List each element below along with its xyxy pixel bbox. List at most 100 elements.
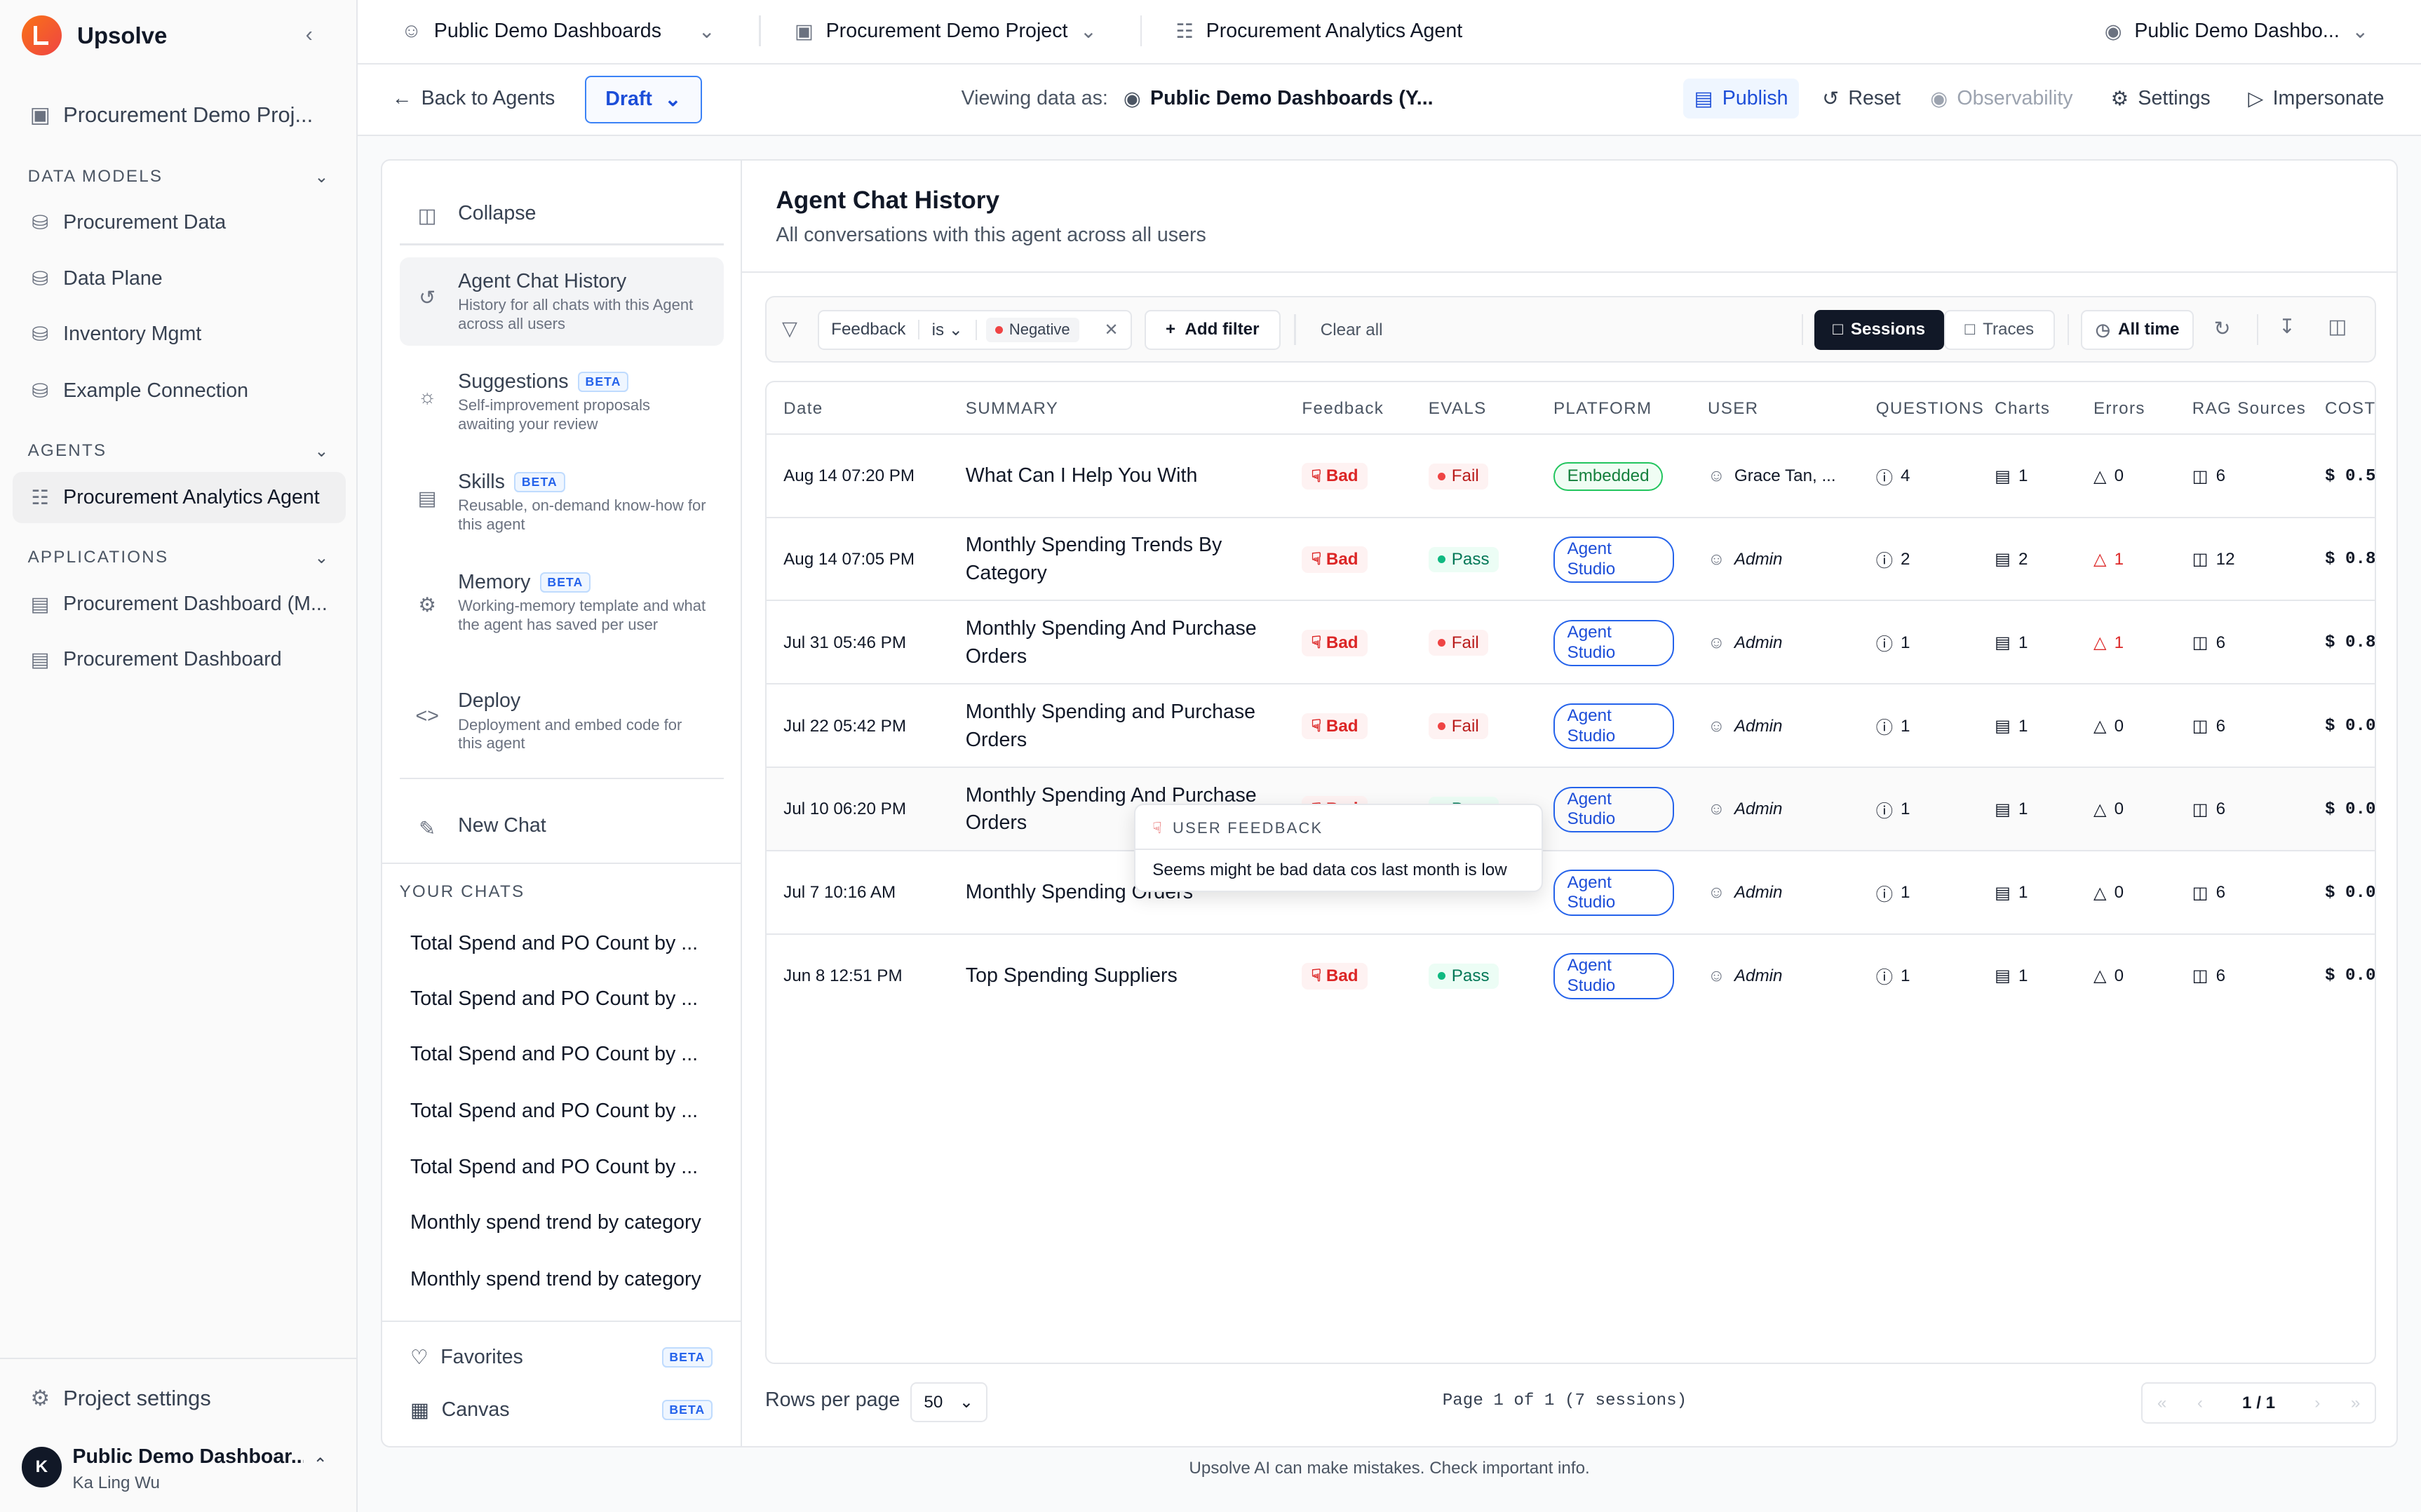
nav-item-agent-chat-history[interactable]: ↺ Agent Chat History History for all chats…	[399, 257, 724, 346]
project-settings[interactable]: ⚙ Project settings	[13, 1373, 346, 1424]
agent-breadcrumb[interactable]: ☷ Procurement Analytics Agent	[1175, 0, 1462, 62]
chat-item[interactable]: Monthly spend trend by category	[410, 1210, 701, 1234]
chat-item[interactable]: Total Spend and PO Count by ...	[410, 987, 699, 1010]
impersonate-button[interactable]: ▷ Impersonate	[2248, 65, 2384, 133]
bot-icon: ☷	[31, 486, 49, 509]
column-header-date[interactable]: Date	[783, 399, 823, 419]
table-row[interactable]: Aug 14 07:05 PM Monthly Spending Trends B…	[766, 516, 2375, 600]
eval-badge: Pass	[1428, 546, 1499, 573]
sidebar-item-procurement-data[interactable]: ⛁ Procurement Data	[13, 198, 346, 249]
workspace-label: Public Demo Dashboards	[433, 19, 662, 42]
canvas-item[interactable]: ▦ Canvas BETA	[410, 1398, 713, 1422]
brand[interactable]: Upsolve	[21, 15, 167, 56]
column-header-cost[interactable]: COST	[2324, 399, 2376, 419]
sidebar-item-data-plane[interactable]: ⛁ Data Plane	[13, 253, 346, 304]
collapse-button[interactable]: ◫ Collapse	[400, 187, 724, 241]
feedback-badge[interactable]: ☟Bad	[1302, 546, 1368, 573]
sessions-tab[interactable]: □ Sessions	[1814, 309, 1944, 350]
viewing-as[interactable]: Viewing data as: ◉ Public Demo Dashboards …	[962, 65, 1434, 133]
last-page-icon[interactable]: »	[2350, 1393, 2361, 1412]
chat-item[interactable]: Total Spend and PO Count by ...	[410, 1100, 699, 1123]
nav-item-memory[interactable]: ⚙ Memory BETA Working-memory template and w…	[400, 558, 724, 646]
settings-button[interactable]: ⚙ Settings	[2111, 65, 2211, 133]
table-row[interactable]: Jul 31 05:46 PM Monthly Spending And Purc…	[766, 600, 2375, 683]
chat-item[interactable]: Total Spend and PO Count by ...	[410, 1155, 699, 1178]
column-header-user[interactable]: USER	[1707, 399, 1759, 419]
close-icon[interactable]: ✕	[1104, 320, 1119, 339]
column-header-feedback[interactable]: Feedback	[1302, 399, 1384, 419]
filter-icon[interactable]: ▽	[781, 317, 797, 340]
feedback-badge[interactable]: ☟Bad	[1302, 713, 1368, 740]
account-selector[interactable]: ◉ Public Demo Dashbo... ⌄	[2105, 0, 2369, 62]
sidebar-item-label: Inventory Mgmt	[63, 322, 202, 345]
data-models-heading[interactable]: DATA MODELS ⌄	[28, 167, 330, 187]
feedback-label: Bad	[1326, 716, 1358, 736]
workspace-selector[interactable]: ☺ Public Demo Dashboards ⌄	[401, 0, 715, 62]
chevron-up-icon[interactable]: ⌃	[313, 1455, 328, 1475]
table-row[interactable]: Aug 14 07:20 PM What Can I Help You With ☟…	[766, 433, 2375, 517]
first-page-icon[interactable]: «	[2157, 1393, 2167, 1412]
sidebar-item-procurement-dashboard[interactable]: ▤ Procurement Dashboard	[13, 634, 346, 685]
sidebar-item-example-connection[interactable]: ⛁ Example Connection	[13, 365, 346, 417]
traces-tab[interactable]: □ Traces	[1943, 309, 2055, 350]
table-row[interactable]: Jun 8 12:51 PM Top Spending Suppliers ☟ Bad…	[766, 933, 2375, 1017]
table-row[interactable]: Jul 10 06:20 PM Monthly Spending And Purc…	[766, 766, 2375, 850]
summary-cell: Monthly Spending Trends By Category	[965, 534, 1222, 584]
favorites-item[interactable]: ♡ Favorites BETA	[410, 1345, 713, 1370]
warning-icon: △	[2093, 883, 2107, 903]
applications-heading[interactable]: APPLICATIONS ⌄	[28, 548, 330, 568]
observability-button[interactable]: ◉ Observability	[1930, 65, 2072, 133]
column-header-errors[interactable]: Errors	[2093, 399, 2145, 419]
project-selector[interactable]: ▣ Procurement Demo Proj...	[13, 90, 346, 141]
feedback-badge[interactable]: ☟Bad	[1302, 629, 1368, 656]
next-page-icon[interactable]: ›	[2314, 1393, 2321, 1412]
draft-dropdown[interactable]: Draft ⌄	[584, 75, 702, 123]
feedback-badge[interactable]: ☟Bad	[1302, 463, 1368, 490]
chat-item[interactable]: Total Spend and PO Count by ...	[410, 931, 699, 954]
agents-heading[interactable]: AGENTS ⌄	[28, 441, 330, 461]
add-filter-button[interactable]: + Add filter	[1144, 309, 1281, 350]
rows-per-page-select[interactable]: 50 ⌄	[910, 1382, 987, 1423]
observability-label: Observability	[1957, 87, 2073, 110]
sidebar-item-inventory-mgmt[interactable]: ⛁ Inventory Mgmt	[13, 309, 346, 360]
feedback-badge[interactable]: ☟Bad	[1302, 963, 1368, 990]
chat-item[interactable]: Total Spend and PO Count by ...	[410, 1042, 699, 1065]
chevron-left-icon[interactable]: ‹	[305, 21, 313, 46]
feedback-filter-chip[interactable]: Feedback is ⌄ Negative ✕	[817, 309, 1133, 350]
column-header-questions[interactable]: QUESTIONS	[1875, 399, 1985, 419]
table-row[interactable]: Jul 7 10:16 AM Monthly Spending Orders Age…	[766, 849, 2375, 933]
rows-per-page-label: Rows per page	[764, 1388, 901, 1411]
column-header-charts[interactable]: Charts	[1995, 399, 2051, 419]
back-to-agents-link[interactable]: ← Back to Agents	[392, 65, 555, 133]
sidebar-item-procurement-dashboard-m[interactable]: ▤ Procurement Dashboard (M...	[13, 579, 346, 630]
nav-item-title: Memory	[458, 570, 531, 593]
refresh-icon[interactable]: ↻	[2213, 317, 2231, 340]
column-header-platform[interactable]: PLATFORM	[1553, 399, 1652, 419]
filter-field[interactable]: Feedback	[819, 320, 919, 340]
column-header-summary[interactable]: SUMMARY	[965, 399, 1059, 419]
download-icon[interactable]: ↧	[2278, 316, 2295, 339]
rows-per-page-value: 50	[924, 1392, 943, 1412]
filter-operator[interactable]: is ⌄	[919, 319, 977, 340]
column-header-evals[interactable]: EVALS	[1428, 399, 1487, 419]
table-row[interactable]: Jul 22 05:42 PM Monthly Spending and Purc…	[766, 683, 2375, 767]
nav-item-deploy[interactable]: <> Deploy Deployment and embed code for th…	[400, 677, 724, 765]
avatar[interactable]: K	[21, 1447, 62, 1487]
filter-value[interactable]: Negative	[985, 317, 1079, 342]
chat-item[interactable]: Monthly spend trend by category	[410, 1268, 701, 1291]
project-breadcrumb[interactable]: ▣ Procurement Demo Project ⌄	[795, 0, 1097, 62]
columns-icon[interactable]: ◫	[2328, 316, 2347, 339]
prev-page-icon[interactable]: ‹	[2197, 1393, 2203, 1412]
nav-item-suggestions[interactable]: ☼ Suggestions BETA Self-improvement proposa…	[400, 358, 724, 445]
reset-button[interactable]: ↺ Reset	[1822, 65, 1901, 133]
sidebar-item-procurement-analytics-agent[interactable]: ☷ Procurement Analytics Agent	[12, 472, 346, 523]
data-models-label: DATA MODELS	[27, 166, 163, 186]
errors-cell: 0	[2114, 466, 2124, 486]
new-chat-button[interactable]: ✎ New Chat	[400, 799, 724, 853]
clear-all-button[interactable]: Clear all	[1320, 320, 1383, 340]
column-header-rag-sources[interactable]: RAG Sources	[2192, 399, 2307, 419]
time-range-button[interactable]: ◷ All time	[2081, 309, 2194, 350]
publish-button[interactable]: ▤ Publish	[1683, 79, 1799, 119]
thumbs-down-icon: ☟	[1311, 550, 1322, 569]
nav-item-skills[interactable]: ▤ Skills BETA Reusable, on-demand know-how …	[400, 458, 724, 546]
